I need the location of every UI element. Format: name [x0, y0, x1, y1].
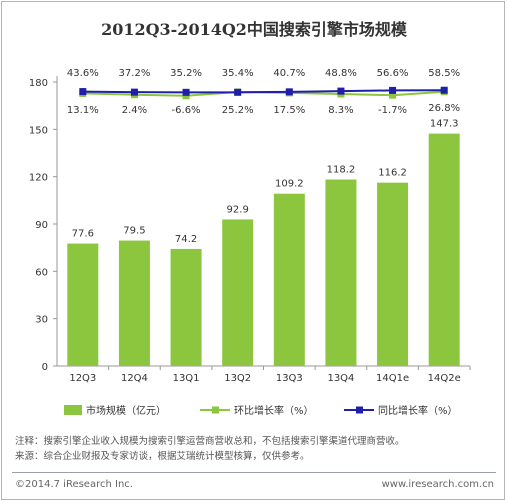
yoy-growth-label: 40.7% — [273, 68, 305, 79]
y-tick-label: 60 — [35, 267, 48, 278]
yoy-growth-marker — [79, 88, 87, 96]
yoy-growth-marker — [337, 87, 345, 95]
qoq-growth-label: 8.3% — [328, 105, 353, 116]
bar-value-label: 116.2 — [378, 168, 407, 179]
yoy-growth-marker — [234, 88, 242, 96]
y-tick-label: 180 — [29, 78, 48, 89]
yoy-growth-label: 37.2% — [119, 68, 151, 79]
chart-title: 2012Q3-2014Q2中国搜索引擎市场规模 — [101, 20, 407, 39]
x-tick-label: 13Q4 — [327, 373, 354, 384]
qoq-growth-marker — [389, 91, 397, 99]
bar — [325, 179, 357, 366]
bar — [222, 219, 254, 366]
footnote-source: 来源：综合企业财报及专家访谈，根据艾瑞统计模型核算，仅供参考。 — [15, 451, 310, 462]
x-tick-label: 14Q1e — [376, 373, 409, 384]
y-tick-label: 30 — [35, 315, 48, 326]
bar — [428, 133, 460, 366]
bar — [273, 193, 305, 366]
yoy-growth-label: 48.8% — [325, 68, 357, 79]
website: www.iresearch.com.cn — [381, 479, 494, 490]
yoy-growth-label: 35.4% — [222, 68, 254, 79]
footer-divider — [12, 472, 496, 473]
bar — [170, 248, 202, 366]
yoy-growth-marker — [130, 88, 138, 96]
x-tick-label: 13Q2 — [224, 373, 251, 384]
x-tick-label: 12Q3 — [69, 373, 96, 384]
yoy-growth-label: 43.6% — [67, 68, 99, 79]
y-tick-label: 150 — [29, 125, 48, 136]
yoy-growth-marker — [285, 88, 293, 96]
yoy-growth-line — [82, 89, 445, 94]
bar-value-label: 92.9 — [227, 204, 249, 215]
bar-value-label: 109.2 — [275, 179, 304, 190]
qoq-growth-label: 2.4% — [122, 105, 147, 116]
x-tick-label: 14Q2e — [428, 373, 461, 384]
x-tick-label: 13Q3 — [276, 373, 303, 384]
yoy-growth-label: 35.2% — [170, 68, 202, 79]
bar-value-label: 77.6 — [72, 229, 94, 240]
qoq-growth-label: 26.8% — [428, 103, 460, 114]
legend-marker-qoq — [212, 406, 219, 414]
bar — [118, 240, 150, 366]
yoy-growth-label: 56.6% — [377, 68, 409, 79]
y-tick-label: 90 — [35, 220, 48, 231]
legend-label-market-size: 市场规模（亿元） — [86, 404, 166, 417]
copyright: ©2014.7 iResearch Inc. — [15, 479, 133, 490]
yoy-growth-label: 58.5% — [428, 68, 460, 79]
qoq-growth-label: 17.5% — [273, 105, 305, 116]
qoq-growth-label: 25.2% — [222, 105, 254, 116]
yoy-growth-marker — [389, 86, 397, 94]
yoy-growth-marker — [440, 86, 448, 94]
qoq-growth-label: -6.6% — [172, 105, 201, 116]
bar — [377, 182, 409, 366]
y-tick-label: 120 — [29, 173, 48, 184]
bar-value-label: 118.2 — [327, 165, 356, 176]
x-tick-label: 13Q1 — [173, 373, 200, 384]
qoq-growth-label: 13.1% — [67, 105, 99, 116]
x-tick-label: 12Q4 — [121, 373, 148, 384]
legend-label-yoy: 同比增长率（%） — [378, 404, 458, 417]
yoy-growth-marker — [182, 88, 190, 96]
bar-value-label: 147.3 — [430, 119, 459, 130]
legend-label-qoq: 环比增长率（%） — [234, 404, 314, 417]
bar — [67, 243, 99, 366]
y-tick-label: 0 — [42, 362, 48, 373]
legend-swatch-market-size — [64, 405, 82, 415]
qoq-growth-label: -1.7% — [378, 105, 407, 116]
bar-value-label: 79.5 — [123, 226, 145, 237]
footnotes: 注释：搜索引擎企业收入规模为搜索引擎运营商营收总和，不包括搜索引擎渠道代理商营收… — [15, 434, 405, 464]
footnote-note: 注释：搜索引擎企业收入规模为搜索引擎运营商营收总和，不包括搜索引擎渠道代理商营收… — [15, 436, 405, 447]
legend-marker-yoy — [356, 406, 363, 414]
bar-value-label: 74.2 — [175, 234, 197, 245]
